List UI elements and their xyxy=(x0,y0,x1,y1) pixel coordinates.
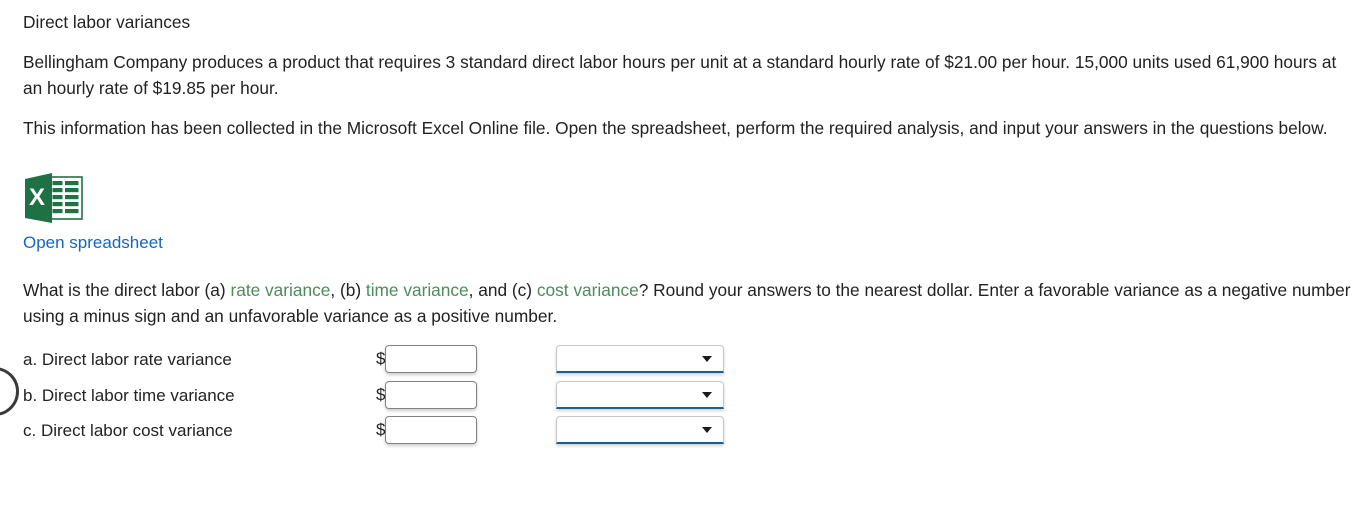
svg-text:X: X xyxy=(29,184,45,211)
